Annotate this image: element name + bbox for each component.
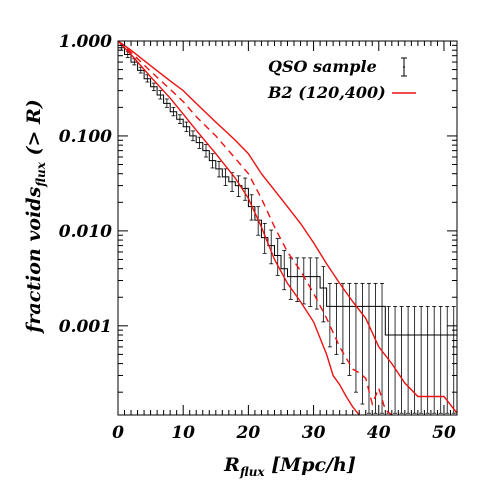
series-b2-upper-line bbox=[118, 41, 457, 414]
qso-sample-error-bar bbox=[399, 306, 404, 414]
qso-sample-error-bar bbox=[243, 177, 248, 201]
qso-sample-error-bar bbox=[158, 90, 163, 100]
qso-sample-error-bar bbox=[171, 106, 176, 117]
qso-sample-error-bar bbox=[425, 306, 430, 414]
plot-area bbox=[118, 41, 457, 415]
y-tick-label: 1.000 bbox=[59, 32, 112, 52]
y-tick-label: 0.001 bbox=[59, 317, 112, 337]
y-axis-title: fraction voidsflux (> R) bbox=[23, 99, 48, 335]
qso-sample-error-bar bbox=[197, 136, 202, 149]
legend: QSO sample B2 (120,400) bbox=[267, 57, 416, 102]
qso-sample-error-bar bbox=[164, 98, 169, 108]
legend-label-qso-sample: QSO sample bbox=[268, 57, 377, 76]
qso-sample-error-bar bbox=[432, 306, 437, 414]
qso-sample-error-bar bbox=[438, 306, 443, 414]
qso-sample-error-bar bbox=[288, 257, 293, 300]
qso-sample-error-bar bbox=[308, 257, 313, 307]
qso-sample-error-bar bbox=[347, 282, 352, 376]
y-axis-title-main: fraction voids bbox=[23, 186, 45, 334]
qso-sample-error-bar bbox=[366, 282, 371, 414]
qso-sample-error-bar bbox=[184, 121, 189, 133]
qso-sample-error-bar bbox=[217, 160, 222, 178]
y-tick-label: 0.010 bbox=[59, 222, 112, 242]
qso-sample-error-bar bbox=[190, 130, 195, 142]
legend-symbol-qso-sample bbox=[401, 57, 407, 77]
qso-sample-error-bar bbox=[236, 175, 241, 197]
qso-sample-error-bar bbox=[269, 229, 274, 265]
qso-sample-error-bar bbox=[314, 257, 319, 310]
qso-sample-error-bar bbox=[327, 282, 332, 348]
qso-sample-error-bar bbox=[223, 168, 228, 186]
axes: 0 10 20 30 40 50 1.000 0.100 0.010 0.001 bbox=[59, 32, 458, 443]
x-tick-label: 50 bbox=[432, 423, 456, 443]
qso-sample-error-bar bbox=[393, 306, 398, 414]
x-tick-label: 40 bbox=[367, 423, 391, 443]
x-tick-label: 0 bbox=[112, 423, 124, 443]
x-axis-title-main: R bbox=[223, 454, 240, 476]
qso-sample-error-bar bbox=[445, 306, 450, 414]
qso-sample-error-bar bbox=[412, 306, 417, 414]
qso-sample-error-bar bbox=[451, 306, 456, 414]
qso-sample-error-bar bbox=[249, 194, 254, 221]
qso-sample-error-bar bbox=[406, 306, 411, 414]
x-axis-title: Rflux [Mpc/h] bbox=[223, 454, 356, 479]
qso-sample-error-bar bbox=[177, 114, 182, 124]
qso-sample-error-bar bbox=[262, 222, 267, 254]
qso-sample-error-bar bbox=[321, 266, 326, 323]
y-tick-label: 0.100 bbox=[59, 127, 112, 147]
qso-sample-error-bar bbox=[151, 82, 156, 92]
plot-clip-group bbox=[118, 41, 457, 415]
qso-sample-error-bar bbox=[334, 282, 339, 355]
x-tick-label: 30 bbox=[302, 423, 326, 443]
qso-sample-error-bar bbox=[373, 282, 378, 414]
qso-sample-error-bar bbox=[419, 306, 424, 414]
x-tick-label: 10 bbox=[171, 423, 195, 443]
qso-sample-error-bar bbox=[360, 282, 365, 405]
qso-sample-error-bar bbox=[282, 250, 287, 291]
x-axis-title-rest: [Mpc/h] bbox=[265, 454, 356, 476]
qso-sample-error-bar bbox=[210, 153, 215, 169]
x-axis-title-sub: flux bbox=[239, 465, 265, 479]
series-b2-mean-dashed-line bbox=[118, 41, 393, 415]
y-axis-title-rest: (> R) bbox=[23, 99, 45, 162]
series-b2-lower-line bbox=[118, 41, 360, 415]
y-axis-title-sub: flux bbox=[34, 161, 48, 187]
x-tick-label: 20 bbox=[236, 423, 261, 443]
qso-sample-error-bar bbox=[353, 282, 358, 393]
qso-sample-error-bar bbox=[275, 238, 280, 276]
qso-sample-error-bar bbox=[340, 282, 345, 365]
qso-sample-error-bar bbox=[380, 282, 385, 414]
legend-label-b2: B2 (120,400) bbox=[267, 83, 386, 102]
qso-sample-error-bar bbox=[301, 257, 306, 305]
